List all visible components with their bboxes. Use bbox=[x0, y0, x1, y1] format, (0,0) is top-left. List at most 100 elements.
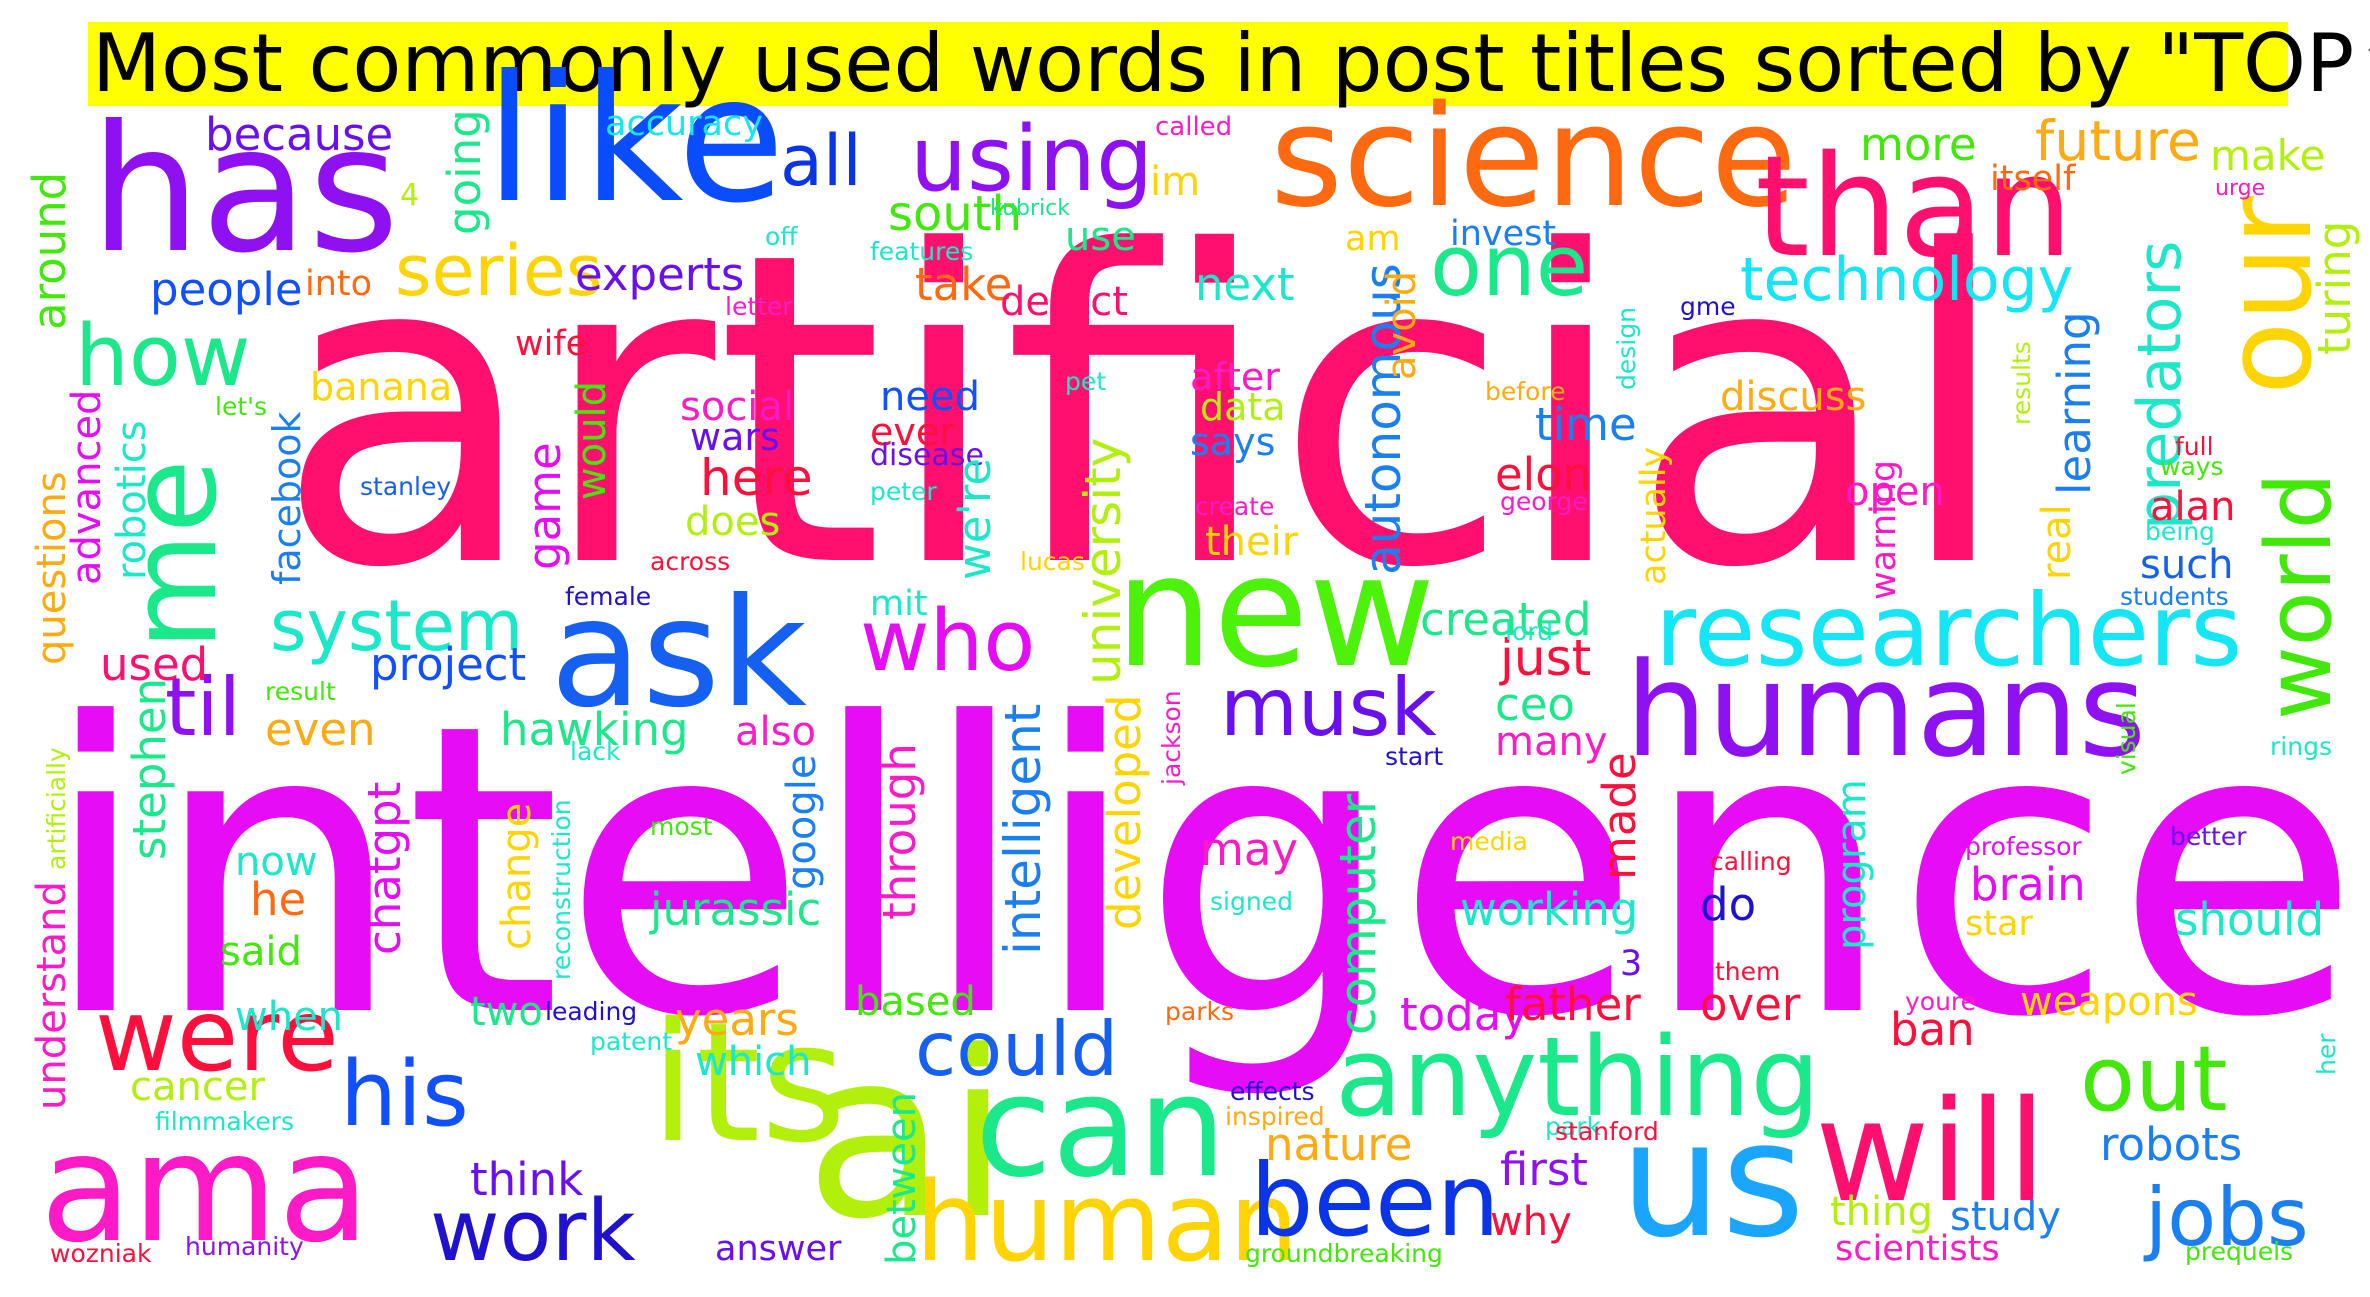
word-peter: peter bbox=[870, 477, 937, 506]
word-jurassic: jurassic bbox=[649, 883, 821, 936]
word-discuss: discuss bbox=[1720, 374, 1866, 420]
word-ama: ama bbox=[40, 1102, 370, 1276]
word-warning: warning bbox=[1864, 460, 1904, 600]
word-people: people bbox=[150, 263, 303, 316]
word-off: off bbox=[765, 222, 798, 251]
word-human: human bbox=[915, 1158, 1299, 1286]
word-george: george bbox=[1500, 487, 1588, 516]
word-we-re: we're bbox=[948, 458, 1001, 580]
word-across: across bbox=[650, 547, 730, 576]
word-autonomous: autonomous bbox=[1354, 263, 1412, 575]
word-elon: elon bbox=[1495, 448, 1591, 501]
word-students: students bbox=[2120, 582, 2229, 611]
word-professor: professor bbox=[1965, 832, 2082, 861]
word-social: social bbox=[680, 384, 794, 430]
word-years: years bbox=[675, 993, 799, 1046]
word-features: features bbox=[870, 237, 973, 266]
word-used: used bbox=[100, 638, 208, 691]
word-over: over bbox=[1700, 978, 1801, 1031]
word-letter: letter bbox=[725, 292, 793, 321]
word-using: using bbox=[910, 107, 1153, 212]
word-more: more bbox=[1860, 118, 1977, 171]
word-been: been bbox=[1250, 1142, 1500, 1259]
word-advanced: advanced bbox=[64, 390, 110, 585]
word-called: called bbox=[1155, 112, 1232, 142]
word-through: through bbox=[873, 743, 926, 920]
word-ai: ai bbox=[805, 1003, 1010, 1270]
word-how: how bbox=[75, 307, 250, 406]
word-urge: urge bbox=[2215, 176, 2265, 201]
word-cancer: cancer bbox=[130, 1064, 265, 1110]
word-out: out bbox=[2080, 1027, 2227, 1132]
word-musk: musk bbox=[1220, 661, 1437, 754]
page-title: Most commonly used words in post titles … bbox=[92, 17, 2370, 110]
word-wife: wife bbox=[515, 324, 587, 364]
word-turing: turing bbox=[2308, 221, 2361, 355]
word-robotics: robotics bbox=[109, 420, 155, 580]
word-going: going bbox=[438, 109, 491, 235]
word-stanford: stanford bbox=[1555, 1117, 1659, 1146]
word-researchers: researchers bbox=[1655, 572, 2242, 689]
word-visual: visual bbox=[2112, 702, 2141, 775]
word-program: program bbox=[1829, 779, 1875, 950]
word-media: media bbox=[1450, 827, 1528, 856]
word-based: based bbox=[855, 979, 976, 1025]
word-3: 3 bbox=[1620, 944, 1642, 984]
word-us: us bbox=[1620, 1086, 1805, 1273]
word-thing: thing bbox=[1830, 1189, 1933, 1235]
word-invest: invest bbox=[1450, 214, 1556, 254]
word-google: google bbox=[779, 755, 825, 890]
word-today: today bbox=[1400, 988, 1528, 1041]
word-university: university bbox=[1074, 438, 1132, 685]
word-change: change bbox=[494, 803, 540, 950]
word-also: also bbox=[735, 709, 816, 755]
word-do: do bbox=[1700, 878, 1756, 931]
word-me: me bbox=[105, 459, 244, 650]
word-game: game bbox=[518, 442, 571, 570]
word-design: design bbox=[1612, 307, 1641, 390]
word-first: first bbox=[1500, 1143, 1588, 1196]
word-future: future bbox=[2035, 109, 2201, 173]
word-were: were bbox=[95, 977, 339, 1094]
word-many: many bbox=[1495, 719, 1608, 765]
word-park: park bbox=[1545, 1112, 1601, 1141]
word-south: south bbox=[888, 186, 1022, 242]
word-being: being bbox=[2145, 517, 2215, 546]
word-all: all bbox=[780, 120, 862, 202]
word-study: study bbox=[1950, 1194, 2061, 1240]
word-itself: itself bbox=[1990, 159, 2076, 199]
word-ask: ask bbox=[550, 567, 807, 741]
word-reconstruction: reconstruction bbox=[547, 799, 576, 980]
word-next: next bbox=[1195, 258, 1295, 311]
word-her: her bbox=[2312, 1033, 2341, 1075]
word-understand: understand bbox=[29, 881, 75, 1110]
word-even: even bbox=[265, 703, 376, 756]
word-like: like bbox=[485, 39, 785, 242]
word-lucas: lucas bbox=[1020, 547, 1085, 576]
word-father: father bbox=[1505, 978, 1641, 1031]
word-facebook: facebook bbox=[265, 411, 309, 585]
word-leading: leading bbox=[545, 997, 637, 1026]
word-patent: patent bbox=[590, 1027, 672, 1056]
word-technology: technology bbox=[1740, 245, 2073, 315]
word-take: take bbox=[915, 258, 1012, 311]
word-parks: parks bbox=[1165, 997, 1234, 1026]
word-weapons: weapons bbox=[2020, 979, 2198, 1025]
word-its: its bbox=[650, 987, 847, 1179]
word-star: star bbox=[1965, 904, 2033, 944]
word-work: work bbox=[430, 1182, 636, 1281]
word-one: one bbox=[1430, 217, 1588, 316]
word-groundbreaking: groundbreaking bbox=[1245, 1239, 1443, 1268]
word-developed: developed bbox=[1098, 695, 1151, 930]
word-kubrick: kubrick bbox=[990, 196, 1070, 221]
word-scientists: scientists bbox=[1835, 1229, 2000, 1269]
word-which: which bbox=[695, 1039, 812, 1085]
word-nature: nature bbox=[1265, 1118, 1412, 1171]
word-two: two bbox=[470, 989, 543, 1035]
word-full: full bbox=[2175, 432, 2214, 461]
word-jackson: jackson bbox=[1157, 690, 1186, 786]
word-would: would bbox=[569, 381, 615, 500]
word-actually: actually bbox=[1634, 447, 1674, 585]
word-who: who bbox=[860, 592, 1035, 691]
word-pet: pet bbox=[1065, 367, 1106, 396]
